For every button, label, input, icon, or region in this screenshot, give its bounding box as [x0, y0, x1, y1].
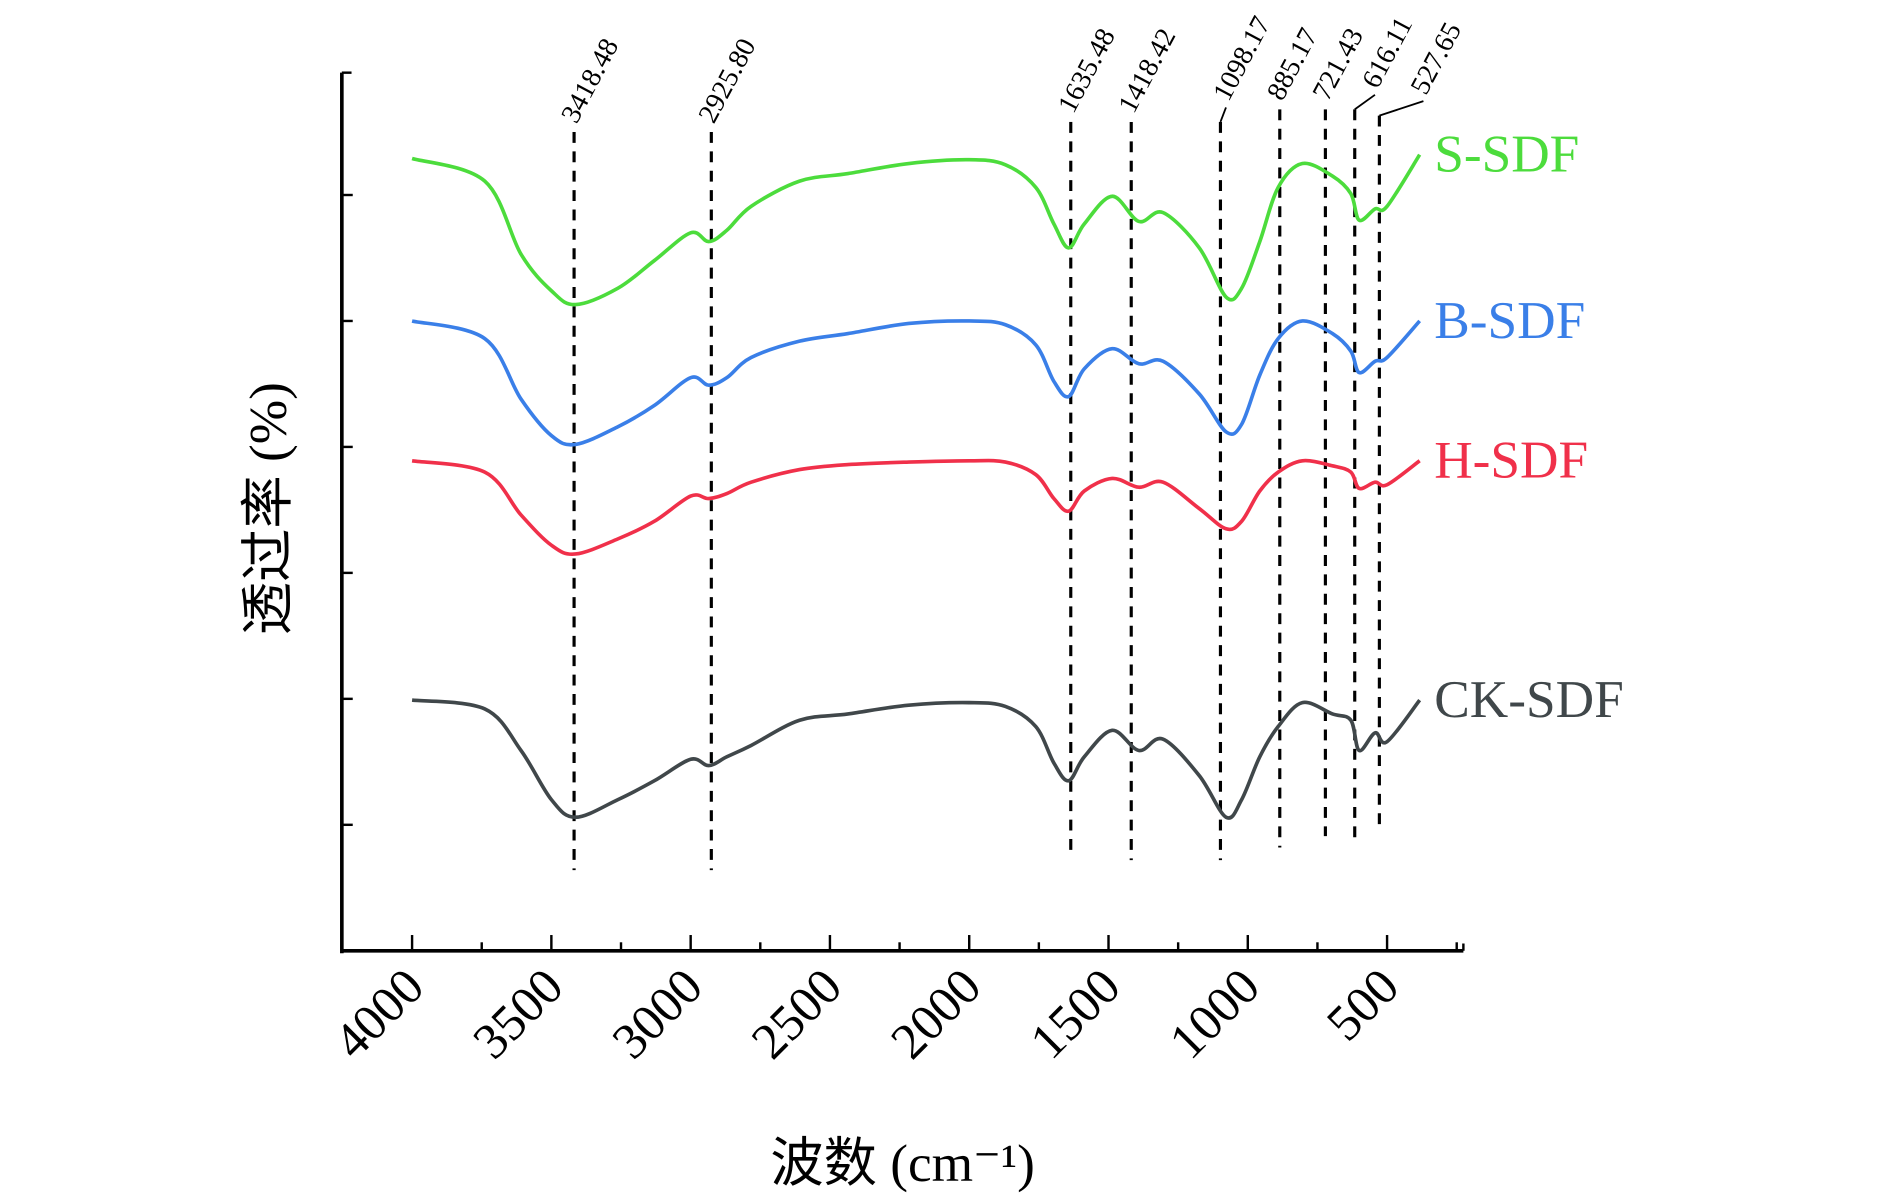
x-tick-label: 500 — [1317, 958, 1411, 1052]
peak-label: 1418.42 — [1112, 23, 1182, 117]
series-labels: S-SDF B-SDF H-SDF CK-SDF — [1434, 125, 1624, 729]
series-line-b-sdf — [411, 319, 1422, 447]
x-tick-label: 2000 — [881, 958, 993, 1070]
peak-leader-line — [1354, 94, 1376, 111]
x-tick-label: 4000 — [324, 958, 436, 1070]
peak-label: 3418.48 — [555, 34, 625, 128]
x-tick-label: 2500 — [741, 958, 853, 1070]
series-label-h-sdf: H-SDF — [1434, 431, 1588, 490]
x-axis-label: 波数 (cm⁻¹) — [770, 1134, 1035, 1193]
x-tick-label: 1000 — [1159, 958, 1271, 1070]
series-line-s-sdf — [411, 153, 1422, 307]
axes: 4000 3500 3000 2500 2000 1500 1000 500 — [324, 71, 1465, 1070]
series-label-b-sdf: B-SDF — [1434, 291, 1585, 350]
x-tick-label: 3500 — [463, 958, 575, 1070]
y-axis-label: 透过率 (%) — [239, 382, 298, 635]
peak-leader-line — [1219, 107, 1227, 123]
series-label-s-sdf: S-SDF — [1434, 125, 1579, 184]
peak-label: 2925.80 — [693, 34, 763, 128]
peak-leader-line — [1379, 100, 1424, 117]
x-tick-label: 1500 — [1020, 958, 1132, 1070]
x-tick-label: 3000 — [602, 958, 714, 1070]
series-lines — [411, 153, 1422, 820]
series-line-ck-sdf — [411, 698, 1422, 820]
series-label-ck-sdf: CK-SDF — [1434, 670, 1624, 729]
series-line-h-sdf — [411, 458, 1421, 556]
